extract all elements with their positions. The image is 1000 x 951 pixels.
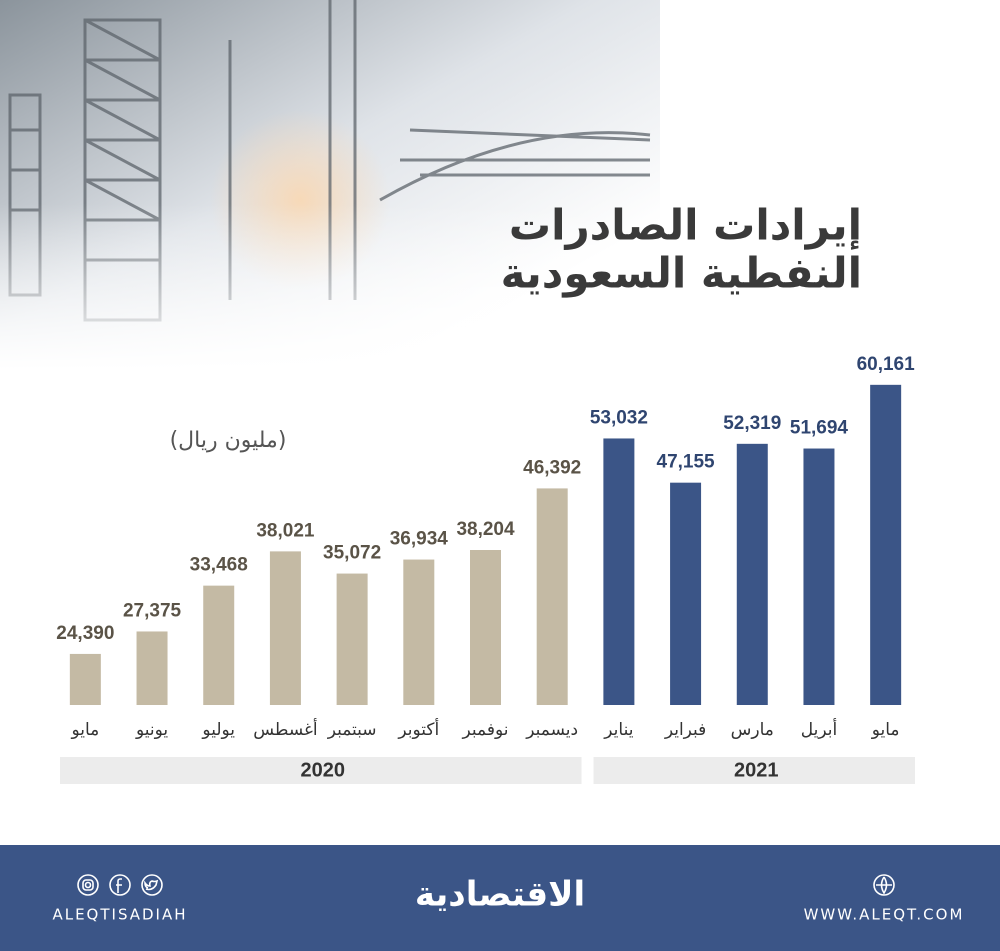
x-tick-label: أبريل	[801, 718, 837, 740]
x-tick-label: أكتوبر	[397, 718, 439, 740]
bar	[603, 438, 635, 705]
bar	[136, 631, 168, 705]
bar	[269, 551, 301, 705]
value-label: 35,072	[323, 543, 381, 564]
bar	[670, 482, 702, 705]
x-tick-label: سبتمبر	[327, 720, 377, 740]
x-tick-label: مايو	[871, 720, 900, 740]
footer-handle: ALEQTISADIAH	[52, 906, 187, 924]
x-tick-label: يونيو	[135, 720, 168, 740]
value-label: 46,392	[523, 457, 581, 478]
bar	[803, 448, 835, 705]
year-band	[60, 757, 582, 784]
value-label: 51,694	[790, 418, 849, 439]
value-label: 27,375	[123, 600, 182, 621]
value-label: 33,468	[190, 555, 248, 576]
value-label: 53,032	[590, 407, 648, 428]
value-label: 38,021	[256, 520, 315, 541]
footer-website: WWW.ALEQT.COM	[804, 906, 965, 924]
bar	[736, 443, 768, 705]
value-label: 60,161	[857, 354, 916, 375]
x-tick-label: فبراير	[664, 720, 706, 740]
value-label: 38,204	[456, 519, 515, 540]
x-tick-label: مارس	[731, 720, 774, 740]
x-tick-label: نوفمبر	[462, 720, 509, 740]
footer-brand: الاقتصادية	[415, 875, 585, 915]
bar	[470, 550, 501, 705]
bar	[336, 573, 368, 705]
bar	[403, 559, 435, 705]
x-tick-label: أغسطس	[253, 718, 317, 740]
year-label: 2021	[734, 759, 779, 781]
value-label: 47,155	[657, 452, 716, 473]
x-tick-label: مايو	[70, 720, 99, 740]
bar	[203, 585, 235, 705]
footer-band	[0, 845, 1000, 951]
bar	[69, 653, 101, 705]
x-tick-label: يوليو	[201, 720, 235, 740]
bar	[536, 488, 568, 705]
year-label: 2020	[301, 759, 346, 781]
chart-title: النفطية السعودية	[501, 249, 862, 299]
year-band	[593, 757, 915, 784]
value-label: 24,390	[56, 623, 114, 644]
x-tick-label: ديسمبر	[525, 720, 578, 740]
social-icons	[77, 874, 895, 896]
bar	[870, 384, 902, 705]
x-tick-label: يناير	[603, 720, 633, 740]
value-label: 36,934	[390, 529, 449, 550]
unit-label: (مليون ريال)	[170, 428, 287, 453]
footer: ALEQTISADIAH WWW.ALEQT.COM الاقتصادية	[0, 845, 1000, 951]
value-label: 52,319	[723, 413, 781, 434]
chart-title: إيرادات الصادرات	[509, 201, 862, 251]
background-photo	[0, 0, 660, 370]
